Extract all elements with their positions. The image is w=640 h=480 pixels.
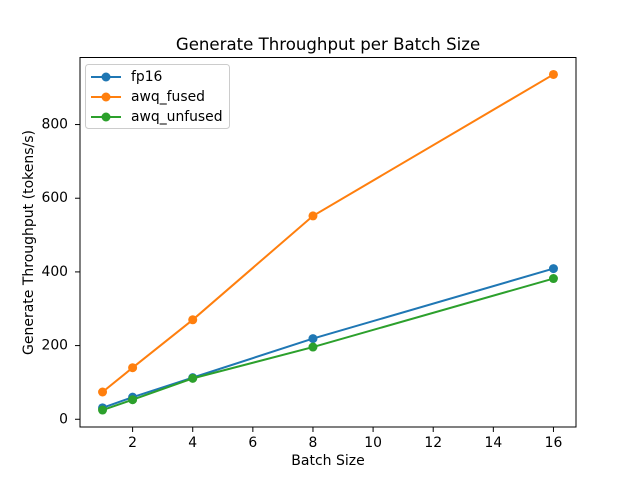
- data-point-awq_fused: [308, 211, 318, 221]
- x-tick-label: 16: [545, 435, 563, 451]
- x-tick-label: 2: [128, 435, 137, 451]
- legend-entry-fp16: fp16: [91, 69, 162, 85]
- legend-entry-awq_unfused: awq_unfused: [91, 109, 223, 125]
- y-axis-ticks: 0 200 400 600 800: [41, 117, 80, 427]
- data-point-fp16: [308, 334, 318, 344]
- x-tick-label: 8: [309, 435, 318, 451]
- legend-entry-awq_fused: awq_fused: [91, 89, 205, 105]
- chart-title: Generate Throughput per Batch Size: [176, 35, 480, 54]
- data-point-awq_unfused: [308, 342, 318, 352]
- data-point-awq_unfused: [188, 373, 198, 383]
- x-tick-label: 10: [364, 435, 382, 451]
- data-point-fp16: [548, 264, 558, 274]
- legend-marker-icon: [101, 72, 111, 82]
- legend-marker-icon: [101, 92, 111, 102]
- legend-label: awq_fused: [131, 89, 205, 105]
- x-tick-label: 6: [248, 435, 257, 451]
- y-axis-label: Generate Throughput (tokens/s): [21, 130, 37, 355]
- plot-area-frame: [79, 57, 577, 428]
- data-point-awq_fused: [548, 69, 558, 79]
- data-point-awq_unfused: [128, 395, 138, 405]
- x-tick-label: 4: [188, 435, 197, 451]
- data-point-awq_fused: [98, 387, 108, 397]
- data-point-awq_fused: [188, 315, 198, 325]
- y-tick-label: 200: [41, 338, 68, 354]
- legend: fp16 awq_fused awq_unfused: [85, 64, 230, 129]
- series-awq_unfused: [98, 274, 558, 415]
- y-tick-label: 800: [41, 117, 68, 133]
- y-tick-label: 600: [41, 190, 68, 206]
- x-axis-label: Batch Size: [291, 453, 364, 469]
- x-tick-label: 14: [484, 435, 502, 451]
- legend-marker-icon: [101, 112, 111, 122]
- data-point-awq_fused: [128, 363, 138, 373]
- y-tick-label: 400: [41, 264, 68, 280]
- x-tick-label: 12: [424, 435, 442, 451]
- series-lines: [98, 69, 558, 415]
- y-tick-label: 0: [59, 411, 68, 427]
- series-line-awq_unfused: [102, 277, 554, 411]
- series-fp16: [98, 264, 558, 413]
- legend-box: [85, 64, 230, 129]
- x-axis-ticks: 2 4 6 8 10 12 14 16: [128, 427, 562, 451]
- series-awq_fused: [98, 69, 558, 397]
- data-point-awq_unfused: [548, 274, 558, 284]
- data-point-awq_unfused: [98, 405, 108, 415]
- legend-label: awq_unfused: [131, 109, 223, 125]
- legend-label: fp16: [131, 69, 162, 85]
